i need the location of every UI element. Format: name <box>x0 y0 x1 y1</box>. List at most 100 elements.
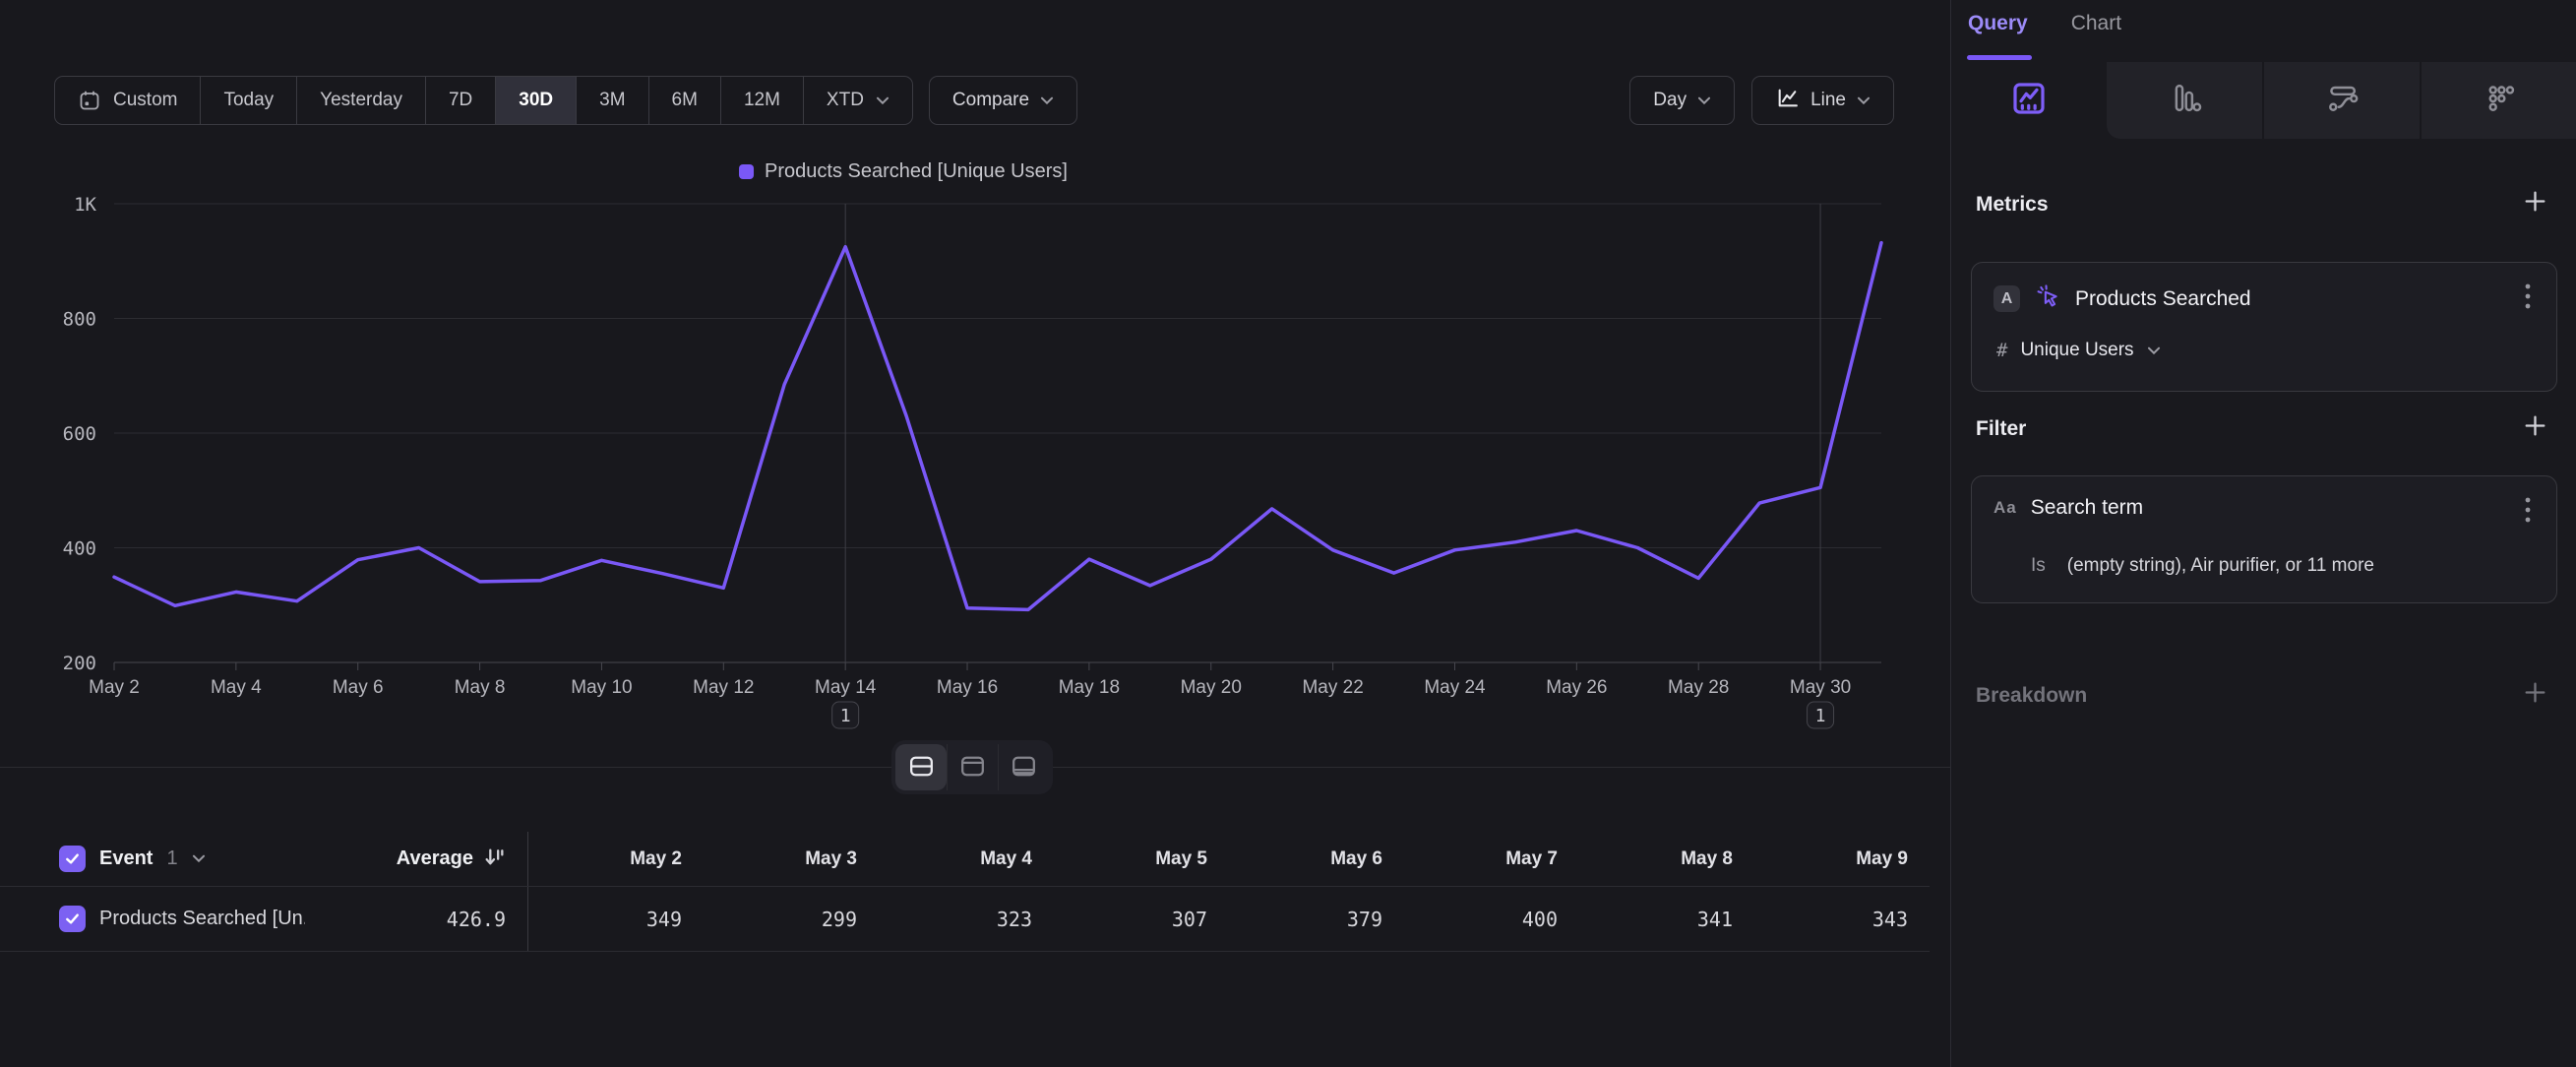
main-area: Custom Today Yesterday 7D 30D 3M 6M 12M … <box>0 0 1950 1067</box>
series-checkbox[interactable] <box>59 906 86 932</box>
table-cell-value: 323 <box>879 908 1054 931</box>
table-row: Products Searched [Un... 426.9 349299323… <box>0 887 1930 952</box>
line-chart[interactable]: 200 400 600 800 1K May 2 May 4 May 6 May 8 May 10… <box>0 0 1950 758</box>
event-cursor-click-icon <box>2034 282 2061 315</box>
x-axis-tick-label: May 4 <box>211 677 262 698</box>
query-panel: Query Chart <box>1950 0 2576 1067</box>
filter-card-main-row: Aa Search term <box>1993 496 2143 520</box>
split-view-icon <box>906 751 937 785</box>
active-tab-underline <box>1967 55 2032 60</box>
table-col-header[interactable]: May 3 <box>704 848 879 870</box>
table-col-header[interactable]: May 6 <box>1229 848 1404 870</box>
flows-icon <box>2324 80 2361 121</box>
table-col-header[interactable]: May 9 <box>1754 848 1930 870</box>
tab-retention[interactable] <box>2420 62 2576 139</box>
metric-event-name[interactable]: Products Searched <box>2075 287 2251 311</box>
tab-bar-chart[interactable] <box>2107 62 2262 139</box>
x-axis-tick-label: May 24 <box>1424 677 1486 698</box>
filter-card[interactable]: Aa Search term Is (empty string), Air pu… <box>1971 475 2557 603</box>
y-axis-tick-label: 200 <box>63 653 96 674</box>
filter-value: (empty string), Air purifier, or 11 more <box>2067 555 2374 577</box>
x-axis-tick-label: May 10 <box>571 677 632 698</box>
retention-dots-icon <box>2482 80 2518 121</box>
raised-tab-group <box>2107 62 2576 139</box>
annotation-badge-label: 1 <box>1815 706 1826 726</box>
tab-insights[interactable] <box>1951 62 2107 139</box>
add-filter-button[interactable] <box>2521 413 2548 441</box>
y-axis-tick-label: 600 <box>63 423 96 445</box>
y-axis-tick-label: 800 <box>63 309 96 331</box>
bar-chart-icon <box>2167 80 2203 121</box>
table-cell-value: 343 <box>1754 908 1930 931</box>
table-col-header[interactable]: May 7 <box>1404 848 1579 870</box>
string-type-icon: Aa <box>1993 498 2017 518</box>
add-metric-button[interactable] <box>2521 189 2548 217</box>
table-cell-value: 307 <box>1054 908 1229 931</box>
x-axis-tick-label: May 6 <box>333 677 384 698</box>
table-header-row: Event 1 Average May 2May 3May 4May 5May … <box>0 832 1930 887</box>
panel-tabs: Query Chart <box>1968 12 2121 35</box>
metric-menu-button[interactable] <box>2513 281 2543 314</box>
annotation-badge-label: 1 <box>840 706 851 726</box>
metric-card-main-row: A Products Searched <box>1993 282 2251 315</box>
x-axis-tick-label: May 22 <box>1302 677 1363 698</box>
breakdown-table: Event 1 Average May 2May 3May 4May 5May … <box>0 832 1930 952</box>
add-breakdown-button[interactable] <box>2521 680 2548 708</box>
table-col-header[interactable]: May 4 <box>879 848 1054 870</box>
table-cell-value: 349 <box>528 908 704 931</box>
filter-operator: Is <box>2031 555 2046 577</box>
aggregation-prefix: # <box>1996 340 2007 361</box>
filter-property-name[interactable]: Search term <box>2031 496 2143 520</box>
report-type-strip <box>1951 62 2576 139</box>
x-axis-tick-label: May 2 <box>89 677 140 698</box>
series-row-label: Products Searched [Un... <box>99 908 305 930</box>
y-axis-tick-label: 1K <box>74 194 96 216</box>
aggregation-label: Unique Users <box>2020 340 2133 361</box>
kebab-menu-icon <box>2525 282 2531 313</box>
metric-aggregation-row[interactable]: # Unique Users <box>1996 340 2161 361</box>
event-row-cell: Products Searched [Un... <box>0 906 305 932</box>
filter-condition-row[interactable]: Is (empty string), Air purifier, or 11 m… <box>2031 555 2374 577</box>
x-axis-tick-label: May 20 <box>1181 677 1242 698</box>
chevron-down-icon <box>2147 346 2161 355</box>
chart-only-icon <box>957 751 988 785</box>
x-axis-tick-label: May 18 <box>1059 677 1120 698</box>
average-header-cell[interactable]: Average <box>305 832 528 886</box>
x-axis-tick-label: May 28 <box>1668 677 1729 698</box>
metric-letter-badge: A <box>1993 285 2020 312</box>
tab-query[interactable]: Query <box>1968 12 2028 35</box>
tab-flows[interactable] <box>2262 62 2420 139</box>
select-all-checkbox[interactable] <box>59 846 86 872</box>
plus-icon <box>2522 412 2548 442</box>
filter-section-header: Filter <box>1976 417 2026 441</box>
event-header-cell: Event 1 <box>0 846 305 872</box>
metric-card[interactable]: A Products Searched # Unique Users <box>1971 262 2557 392</box>
plus-icon <box>2522 188 2548 218</box>
series-line[interactable] <box>114 243 1881 610</box>
table-cell-value: 341 <box>1579 908 1754 931</box>
layout-split-view-button[interactable] <box>895 744 947 790</box>
event-column-label: Event <box>99 847 153 870</box>
layout-chart-only-button[interactable] <box>947 744 998 790</box>
insights-icon <box>2009 79 2049 123</box>
sort-descending-icon[interactable] <box>483 846 506 873</box>
chevron-down-icon[interactable] <box>192 854 206 863</box>
event-count: 1 <box>166 847 177 870</box>
table-cell-value: 400 <box>1404 908 1579 931</box>
layout-table-only-button[interactable] <box>998 744 1049 790</box>
x-axis-tick-label: May 16 <box>937 677 998 698</box>
table-col-header[interactable]: May 2 <box>528 848 704 870</box>
kebab-menu-icon <box>2525 496 2531 527</box>
breakdown-section-header: Breakdown <box>1976 684 2087 708</box>
plus-icon <box>2522 679 2548 709</box>
y-axis-tick-label: 400 <box>63 538 96 560</box>
table-col-header[interactable]: May 8 <box>1579 848 1754 870</box>
table-col-header[interactable]: May 5 <box>1054 848 1229 870</box>
metrics-section-header: Metrics <box>1976 193 2049 217</box>
filter-menu-button[interactable] <box>2513 494 2543 528</box>
layout-toggle-group <box>891 740 1053 794</box>
tab-chart[interactable]: Chart <box>2071 12 2121 35</box>
x-axis-tick-label: May 14 <box>815 677 877 698</box>
x-axis-tick-label: May 8 <box>455 677 506 698</box>
table-cell-value: 379 <box>1229 908 1404 931</box>
